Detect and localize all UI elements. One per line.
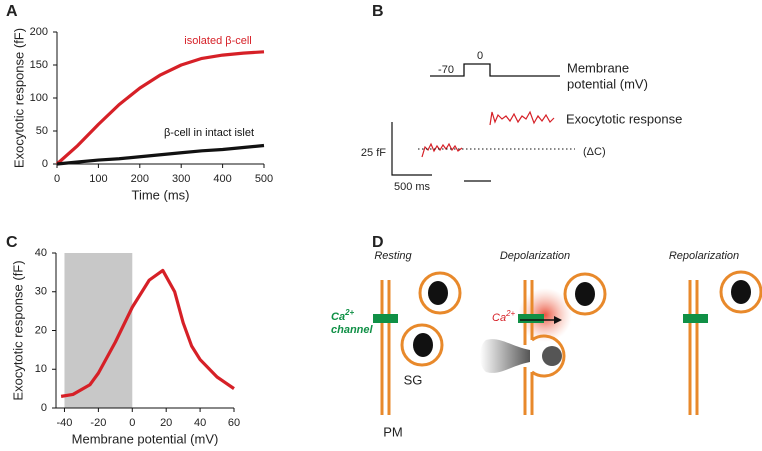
channel-label: Ca2+ [331,308,355,323]
channel-label: channel [331,324,374,336]
voltage-low: -70 [438,64,454,76]
y-tick-label: 40 [35,247,47,259]
granule-core [413,333,433,357]
x-tick-label: 0 [54,173,60,185]
x-tick-label: -20 [90,417,106,429]
y-tick-label: 10 [35,363,47,375]
fusion-release [480,339,530,373]
x-tick-label: 0 [129,417,135,429]
ca-sup: 2+ [505,309,515,318]
x-tick-label: 20 [160,417,172,429]
x-tick-label: 500 [255,173,273,185]
scale-y-label: 25 fF [361,147,386,159]
y-tick-label: 0 [41,402,47,414]
series-line [55,50,265,166]
panel-label: D [372,234,384,251]
panel-b: B -70 0 Membrane potential (mV) Exocytot… [361,3,682,193]
stage-label: Repolarization [669,250,739,262]
sg-label: SG [404,372,423,387]
y-tick-label: 200 [30,26,48,38]
arrow-head [554,316,562,324]
panel-label: C [6,234,18,251]
capacitance-trace [421,142,463,158]
channel [518,314,544,323]
x-axis-label: Time (ms) [131,187,189,202]
scale-x-label: 500 ms [394,181,431,193]
channel [373,314,398,323]
granule-core [575,282,595,306]
y-axis-label: Exocytotic response (fF) [10,260,25,400]
calcium-label: Ca2+ [492,309,516,324]
ca-text: Ca [492,312,506,324]
x-tick-label: 400 [213,173,231,185]
x-tick-label: 60 [228,417,240,429]
x-tick-label: 300 [172,173,190,185]
potential-label: potential (mV) [567,76,648,91]
granule-core [731,280,751,304]
y-tick-label: 100 [30,92,48,104]
stage-label: Depolarization [500,250,570,262]
x-tick-label: 40 [194,417,206,429]
x-tick-label: -40 [57,417,73,429]
x-axis-label: Membrane potential (mV) [72,431,219,446]
panel-d: D Resting Depolarization Repolarization … [331,234,762,439]
y-tick-label: 150 [30,59,48,71]
x-tick-label: 100 [89,173,107,185]
panel-label: A [6,3,18,20]
y-axis-label: Exocytotic response (fF) [11,28,26,168]
y-tick-label: 50 [36,125,48,137]
voltage-trace [430,63,560,77]
voltage-high: 0 [477,50,483,62]
granule-core [428,281,448,305]
pm-label: PM [383,424,403,439]
panel-label: B [372,3,384,20]
granule-core [542,346,562,366]
series-label: isolated β-cell [184,35,251,47]
series-label: β-cell in intact islet [164,127,254,139]
potential-label: Membrane [567,60,629,75]
stage-label: Resting [374,250,412,262]
response-label: Exocytotic response [566,111,682,126]
ca-text: Ca [331,311,345,323]
y-tick-label: 0 [42,158,48,170]
capacitance-trace [489,110,555,126]
series-line [56,143,265,166]
series-line [60,268,235,398]
y-tick-label: 20 [35,324,47,336]
ca-sup: 2+ [344,308,354,317]
channel [683,314,708,323]
granule [531,334,566,378]
scale-bar [391,122,432,176]
delta-c: (ΔC) [583,146,606,158]
x-tick-label: 200 [131,173,149,185]
y-tick-label: 30 [35,286,47,298]
